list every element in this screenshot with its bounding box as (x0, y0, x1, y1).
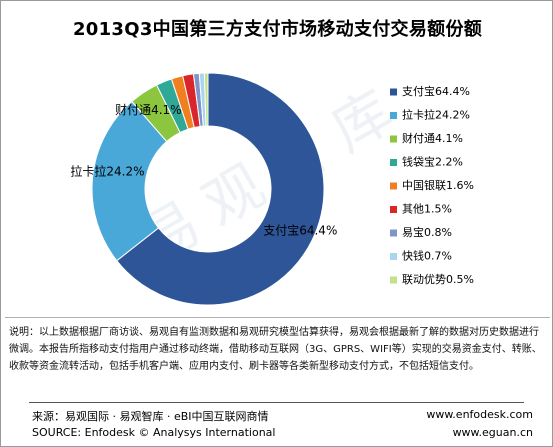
legend-item-2: 拉卡拉24.2% (402, 108, 470, 122)
chart-title: 2013Q3中国第三方支付市场移动支付交易额份额 (72, 19, 483, 40)
donut-slice-9 (203, 72, 209, 127)
legend-swatch-9 (390, 276, 397, 284)
data-label-2: 拉卡拉24.2% (70, 163, 144, 178)
slice-labels: 支付宝64.4% 拉卡拉24.2% 财付通4.1% (70, 103, 337, 238)
legend-swatch-2 (390, 112, 397, 119)
legend-item-9: 联动优势0.5% (402, 273, 474, 286)
legend-swatch-6 (390, 206, 397, 213)
legend-item-7: 易宝0.8% (402, 225, 452, 239)
legend-item-6: 其他1.5% (402, 203, 452, 216)
source-en: SOURCE: Enfodesk © Analysys Internationa… (32, 426, 276, 439)
source-divider (29, 402, 524, 403)
legend-item-3: 财付通4.1% (402, 131, 463, 145)
donut-chart: 支付宝64.4% 拉卡拉24.2% 财付通4.1% 支付宝64.4% 拉卡拉24.2%… (70, 72, 474, 306)
site-enfodesk-link[interactable]: www.enfodesk.com (426, 408, 533, 421)
legend-item-4: 钱袋宝2.2% (402, 155, 463, 169)
donut-slices (91, 72, 325, 306)
data-label-3: 财付通4.1% (115, 103, 182, 117)
site-eguan-link[interactable]: www.eguan.cn (452, 426, 533, 439)
legend-item-5: 中国银联1.6% (402, 178, 474, 192)
legend-swatch-8 (390, 253, 397, 260)
legend-item-8: 快钱0.7% (402, 249, 452, 263)
legend-swatch-1 (390, 88, 397, 96)
legend-item-1: 支付宝64.4% (402, 84, 470, 98)
donut-slice-2 (91, 100, 168, 262)
note-divider (5, 317, 550, 318)
legend: 支付宝64.4% 拉卡拉24.2% 财付通4.1% 钱袋宝2.2% 中国银联1.6% 其他… (390, 84, 474, 286)
data-label-1: 支付宝64.4% (263, 223, 337, 237)
source-cn: 来源：易观国际 · 易观智库 · eBI中国互联网商情 (32, 410, 269, 423)
note-text: 说明：以上数据根据厂商访谈、易观自有监测数据和易观研究模型估算获得，易观会根据最… (9, 327, 542, 372)
legend-swatch-3 (390, 135, 397, 143)
donut-slice-1 (116, 72, 325, 306)
legend-swatch-4 (390, 159, 397, 166)
legend-swatch-7 (390, 229, 397, 237)
legend-swatch-5 (390, 182, 397, 190)
